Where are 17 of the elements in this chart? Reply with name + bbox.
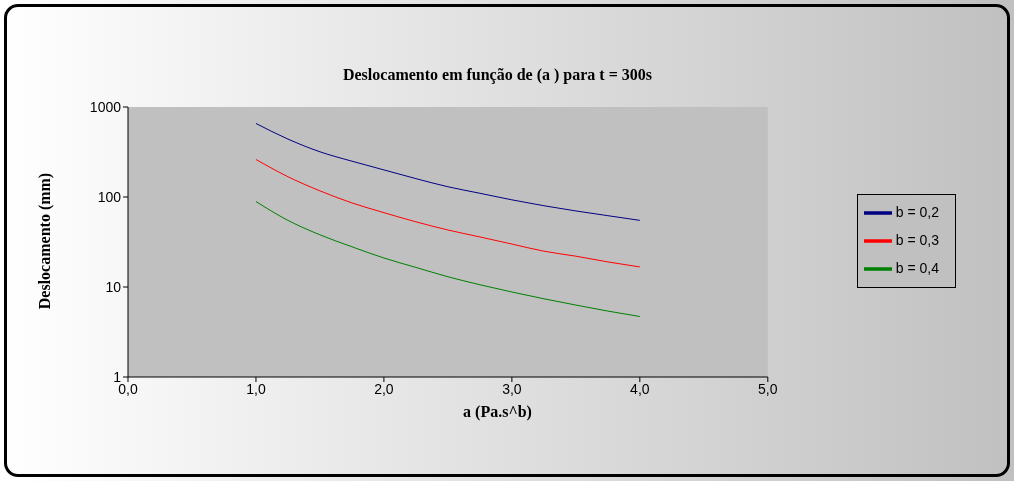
- y-axis-title: Deslocamento (mm): [36, 171, 54, 312]
- chart-title: Deslocamento em função de (a ) para t = 300s: [341, 66, 654, 84]
- legend-label: b = 0,4: [895, 259, 939, 276]
- line-series: [255, 201, 641, 318]
- legend-label: b = 0,3: [895, 231, 939, 248]
- y-tick-label: 1000: [89, 98, 122, 115]
- x-tick-label: 2,0: [374, 380, 394, 397]
- x-tick-label: 4,0: [630, 380, 650, 397]
- x-tick-label: 3,0: [502, 380, 522, 397]
- line-series: [255, 159, 641, 268]
- line-series: [255, 122, 641, 221]
- x-axis-title: a (Pa.s^b): [462, 403, 533, 421]
- legend-label: b = 0,2: [895, 203, 939, 220]
- y-tick-label: 100: [97, 188, 122, 205]
- x-tick-label: 1,0: [246, 380, 266, 397]
- y-tick-label: 10: [105, 278, 122, 295]
- x-tick-label: 5,0: [758, 380, 778, 397]
